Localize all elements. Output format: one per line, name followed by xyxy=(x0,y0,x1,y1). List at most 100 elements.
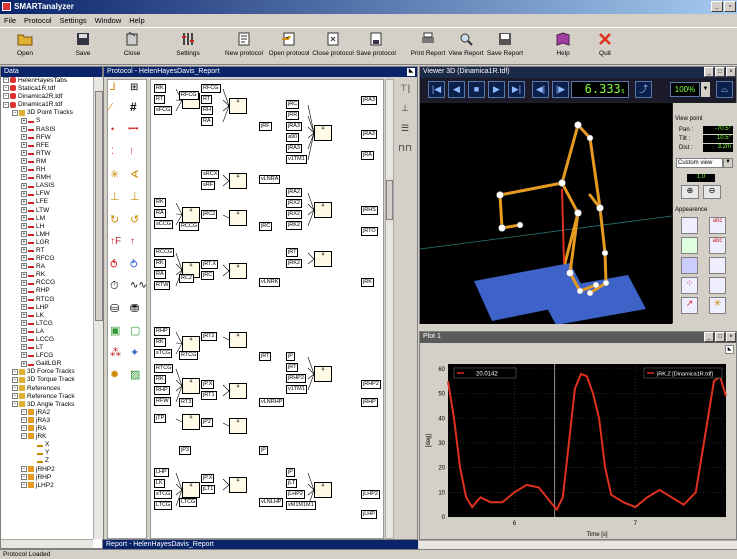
protocol-output-node[interactable]: jRA3 xyxy=(361,130,377,139)
protocol-input-node[interactable]: sTCG xyxy=(154,349,173,358)
axis-icon[interactable]: ⅃ xyxy=(110,82,116,93)
protocol-function-block[interactable]: ⚘ xyxy=(182,482,200,498)
expand-toggle-icon[interactable]: − xyxy=(12,376,18,383)
protocol-input-node[interactable]: RT xyxy=(201,95,213,104)
protocol-function-block[interactable]: ⚘ xyxy=(182,414,200,430)
protocol-input-node[interactable]: sRCX xyxy=(201,170,220,179)
protocol-input-node[interactable]: RT xyxy=(154,95,166,104)
angle-icon[interactable]: ∢ xyxy=(130,169,140,181)
protocol-canvas[interactable]: RKRTsFCG⚘RFCGRTRHRA⚘sRCXsRF⚘jRCjRRjRA3a9… xyxy=(150,79,384,539)
tree-item-angle[interactable]: − jRA2 xyxy=(2,409,102,417)
viewer-close-button[interactable]: × xyxy=(726,67,736,77)
tree-item-track[interactable]: + RTW xyxy=(2,150,102,158)
tree-item-track[interactable]: + S xyxy=(2,117,102,125)
protocol-function-block[interactable]: ⚘ xyxy=(314,202,332,218)
protocol-output-node[interactable]: vLNRHP xyxy=(259,398,285,407)
protocol-input-node[interactable]: LK xyxy=(154,479,165,488)
report-panel[interactable]: Report - HelenHayesDavis_Report xyxy=(103,540,418,550)
minimize-button[interactable]: _ xyxy=(711,1,723,12)
protocol-output-node[interactable]: jRF xyxy=(259,122,272,131)
protocol-output-node[interactable]: vLNRK xyxy=(259,278,281,287)
loop-button[interactable]: ⤴ xyxy=(635,81,652,98)
expand-toggle-icon[interactable]: − xyxy=(12,401,18,408)
protocol-input-node[interactable]: LHP xyxy=(154,468,169,477)
tree-item-axis[interactable]: Y xyxy=(2,449,102,457)
protocol-input-node[interactable]: jP.X xyxy=(201,474,215,483)
expand-toggle-icon[interactable]: + xyxy=(21,166,27,173)
plates-display-icon[interactable] xyxy=(709,277,726,294)
tree-item-track[interactable]: + RK xyxy=(2,271,102,279)
expand-toggle-icon[interactable]: + xyxy=(21,182,27,189)
protocol-output-node[interactable]: RCCG xyxy=(179,222,200,231)
protocol-pin-icon[interactable]: ◣ xyxy=(407,68,415,76)
protocol-function-block[interactable]: ⚘ xyxy=(229,210,247,226)
expand-toggle-icon[interactable]: + xyxy=(21,344,27,351)
tree-item-track[interactable]: + RFCG xyxy=(2,255,102,263)
protocol-function-block[interactable]: ⚘ xyxy=(182,378,200,394)
protocol-function-block[interactable]: ⚘ xyxy=(229,383,247,399)
protocol-input-node[interactable]: sFCG xyxy=(154,106,173,115)
expand-toggle-icon[interactable]: + xyxy=(21,255,27,262)
protocol-scrollbar[interactable] xyxy=(385,79,394,539)
tree-item-track[interactable]: + RT xyxy=(2,247,102,255)
tree-item-track[interactable]: + LA xyxy=(2,328,102,336)
expand-toggle-icon[interactable]: − xyxy=(3,93,9,100)
protocol-input-node[interactable]: jRR xyxy=(286,111,300,120)
expand-toggle-icon[interactable]: + xyxy=(21,206,27,213)
protocol-function-block[interactable]: ⚘ xyxy=(229,263,247,279)
camera-icon[interactable]: ⌓ xyxy=(716,81,733,98)
tree-item-angle[interactable]: − jRK xyxy=(2,433,102,441)
save-protocol-button[interactable]: Save protocol xyxy=(355,31,397,57)
tree-item-track[interactable]: + LMH xyxy=(2,231,102,239)
expand-toggle-icon[interactable]: − xyxy=(21,473,27,480)
protocol-input-node[interactable]: RFW xyxy=(154,397,171,406)
sparkle-icon[interactable]: ✦ xyxy=(130,347,140,359)
tree-item-track[interactable]: + LCCG xyxy=(2,336,102,344)
protocol-output-node[interactable]: RFCG xyxy=(179,91,199,100)
expand-toggle-icon[interactable]: − xyxy=(21,465,27,472)
protocol-output-node[interactable]: jRA xyxy=(361,151,374,160)
points-display-icon[interactable]: ⁘ xyxy=(681,277,698,294)
settings-button[interactable]: Settings xyxy=(173,31,203,57)
dist-value[interactable]: 3.2m xyxy=(703,144,733,152)
protocol-input-node[interactable]: jTP xyxy=(154,414,167,423)
protocol-input-node[interactable]: jLHP2 xyxy=(286,490,305,499)
menu-file[interactable]: File xyxy=(4,16,17,25)
save-report-button[interactable]: Save Report xyxy=(485,31,525,57)
protocol-input-node[interactable]: jRX2 xyxy=(286,199,302,208)
tree-item-track[interactable]: + LFCG xyxy=(2,352,102,360)
tree-item-file[interactable]: − HelenHayesTabs xyxy=(2,77,102,85)
expand-toggle-icon[interactable]: − xyxy=(21,433,27,440)
force-icon[interactable]: ↑F xyxy=(110,236,122,247)
moment-icon[interactable]: ⥀ xyxy=(110,259,118,271)
protocol-input-node[interactable]: jRC xyxy=(286,100,300,109)
protocol-input-node[interactable]: RHP xyxy=(154,386,170,395)
tree-item-track[interactable]: + RA xyxy=(2,263,102,271)
force2-icon[interactable]: ↑ xyxy=(130,236,135,247)
tree-item-folder[interactable]: − 3D Point Tracks xyxy=(2,109,102,117)
tree-item-track[interactable]: + LASIS xyxy=(2,182,102,190)
save-button[interactable]: Save xyxy=(68,31,98,57)
tree-item-track[interactable]: + LGR xyxy=(2,239,102,247)
protocol-input-node[interactable]: vM1M1M1 xyxy=(286,501,316,510)
pan-value[interactable]: -70.5° xyxy=(703,126,733,134)
protocol-input-node[interactable]: RTW xyxy=(154,281,171,290)
cube-icon[interactable]: ▣ xyxy=(110,325,121,337)
tree-item-folder[interactable]: − References xyxy=(2,385,102,393)
expand-toggle-icon[interactable]: + xyxy=(21,150,27,157)
rotation2-icon[interactable]: ↺ xyxy=(130,214,140,226)
protocol-output-node[interactable]: jRT xyxy=(259,352,272,361)
protocol-input-node[interactable]: sTCG xyxy=(154,490,173,499)
tree-item-angle[interactable]: − jRA xyxy=(2,425,102,433)
protocol-input-node[interactable]: jLT xyxy=(286,479,298,488)
protocol-output-node[interactable]: jRK xyxy=(361,278,374,287)
expand-toggle-icon[interactable]: + xyxy=(21,133,27,140)
play-button[interactable]: ▶ xyxy=(488,81,505,98)
protocol-input-node[interactable]: jRA3 xyxy=(286,122,302,131)
view-report-button[interactable]: View Report xyxy=(448,31,484,57)
tree-item-track[interactable]: + LFW xyxy=(2,190,102,198)
tree-hscrollbar[interactable] xyxy=(1,539,93,548)
expand-toggle-icon[interactable]: + xyxy=(21,328,27,335)
close-button[interactable]: Close xyxy=(117,31,147,57)
align-bottom-icon[interactable]: ⊥ xyxy=(401,103,409,113)
